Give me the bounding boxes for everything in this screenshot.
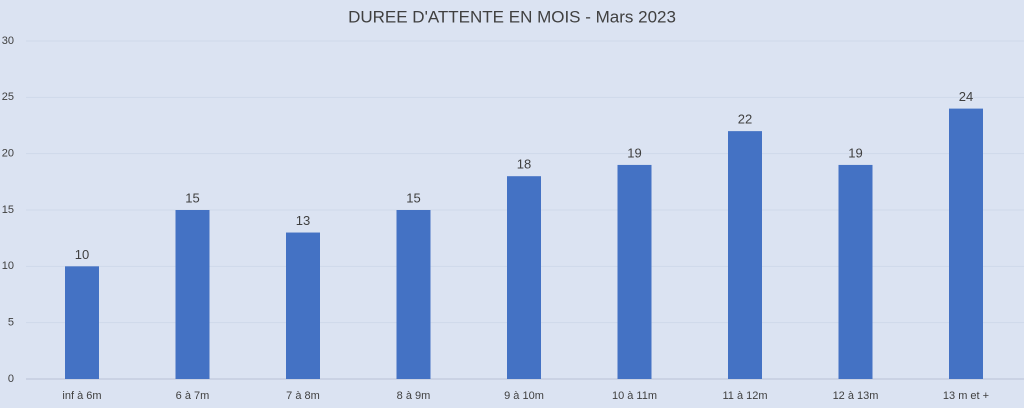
value-label: 19 bbox=[627, 145, 641, 160]
y-tick-label: 0 bbox=[8, 373, 14, 385]
bar bbox=[728, 131, 762, 379]
bar bbox=[617, 164, 652, 379]
x-tick-label: 8 à 9m bbox=[397, 390, 431, 402]
x-tick-label: 6 à 7m bbox=[176, 390, 210, 402]
value-label: 18 bbox=[517, 157, 531, 172]
y-tick-label: 5 bbox=[8, 317, 14, 329]
y-tick-label: 25 bbox=[2, 91, 14, 103]
y-tick-label: 10 bbox=[2, 260, 14, 272]
x-tick-label: 13 m et + bbox=[943, 390, 989, 402]
value-label: 19 bbox=[848, 145, 862, 160]
value-label: 13 bbox=[296, 213, 310, 228]
chart-title: DUREE D'ATTENTE EN MOIS - Mars 2023 bbox=[348, 7, 676, 26]
x-tick-label: 12 à 13m bbox=[833, 390, 879, 402]
value-label: 15 bbox=[185, 190, 199, 205]
bar bbox=[396, 210, 431, 379]
bar bbox=[65, 266, 99, 379]
bar bbox=[949, 108, 983, 379]
x-tick-label: 7 à 8m bbox=[286, 390, 320, 402]
bar bbox=[286, 232, 320, 379]
x-tick-label: 9 à 10m bbox=[504, 390, 544, 402]
bar bbox=[838, 164, 873, 379]
x-tick-label: 10 à 11m bbox=[612, 390, 657, 402]
y-tick-label: 30 bbox=[2, 35, 14, 47]
value-label: 22 bbox=[738, 112, 752, 127]
value-label: 10 bbox=[75, 247, 89, 262]
bar bbox=[175, 210, 210, 379]
x-tick-label: inf à 6m bbox=[62, 390, 101, 402]
value-label: 24 bbox=[959, 89, 973, 104]
value-label: 15 bbox=[406, 190, 420, 205]
x-tick-label: 11 à 12m bbox=[722, 390, 767, 402]
y-tick-label: 20 bbox=[2, 148, 14, 160]
bar bbox=[507, 176, 541, 379]
y-tick-label: 15 bbox=[2, 204, 14, 216]
